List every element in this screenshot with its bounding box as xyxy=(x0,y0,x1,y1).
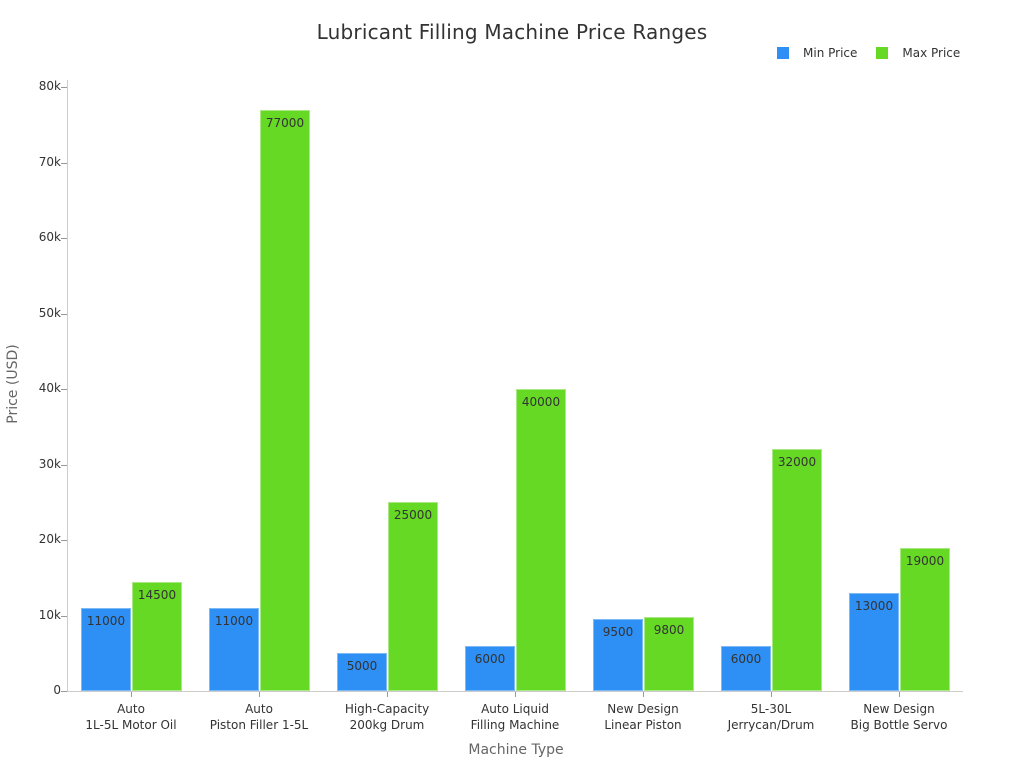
bar-min-price[interactable]: 9500 xyxy=(593,619,643,691)
y-tick-label: 70k xyxy=(38,154,61,169)
x-tick-label-line: Auto Liquid xyxy=(481,702,549,716)
chart-title: Lubricant Filling Machine Price Ranges xyxy=(316,20,708,44)
x-tick-mark xyxy=(643,692,644,697)
bar-min-price[interactable]: 6000 xyxy=(721,645,771,691)
x-tick-label-line: Filling Machine xyxy=(470,718,560,732)
x-tick-mark xyxy=(899,692,900,697)
bar-value-label: 6000 xyxy=(474,651,506,666)
bar-min-price[interactable]: 6000 xyxy=(465,645,515,691)
x-tick-label: Auto Liquid Filling Machine xyxy=(451,701,579,733)
bar-min-price[interactable]: 11000 xyxy=(81,607,131,691)
x-tick-mark xyxy=(515,692,516,697)
bar-min-price[interactable]: 5000 xyxy=(337,653,387,691)
x-tick-label: New Design Big Bottle Servo xyxy=(835,701,963,733)
x-tick-label-line: Piston Filler 1-5L xyxy=(209,718,309,732)
x-tick-mark xyxy=(131,692,132,697)
x-tick-mark xyxy=(771,692,772,697)
chart-legend: Min Price Max Price xyxy=(777,46,979,60)
x-tick-label-line: High-Capacity xyxy=(344,702,430,716)
x-tick-label: Auto Piston Filler 1-5L xyxy=(195,701,323,733)
bar-max-price[interactable]: 14500 xyxy=(132,581,182,691)
bar-value-label: 11000 xyxy=(214,613,254,628)
bar-min-price[interactable]: 11000 xyxy=(209,607,259,691)
x-tick-label-line: 5L-30L xyxy=(750,702,792,716)
bar-value-label: 6000 xyxy=(730,651,762,666)
x-tick-label: New Design Linear Piston xyxy=(579,701,707,733)
legend-item-max-price[interactable]: Max Price xyxy=(876,46,960,60)
x-tick-label-line: Linear Piston xyxy=(604,718,682,732)
y-tick-mark xyxy=(61,389,67,390)
y-tick-mark xyxy=(61,540,67,541)
legend-swatch-max-icon xyxy=(876,47,889,59)
bar-max-price[interactable]: 32000 xyxy=(772,449,822,691)
legend-label-min: Min Price xyxy=(803,46,858,60)
x-tick-mark xyxy=(259,692,260,697)
y-tick-label: 80k xyxy=(38,79,61,93)
legend-label-max: Max Price xyxy=(902,46,961,60)
bar-value-label: 9800 xyxy=(653,623,685,637)
y-tick-mark xyxy=(61,313,67,315)
y-tick-label: 30k xyxy=(38,456,61,471)
x-tick-label-line: 200kg Drum xyxy=(349,718,425,732)
y-tick-mark xyxy=(61,464,67,466)
bar-max-price[interactable]: 40000 xyxy=(516,389,566,691)
x-tick-label-line: 1L-5L Motor Oil xyxy=(85,718,177,732)
legend-swatch-min-icon xyxy=(777,47,789,59)
bar-value-label: 9500 xyxy=(602,625,634,640)
x-tick-label-line: New Design xyxy=(863,702,935,716)
x-tick-label: High-Capacity 200kg Drum xyxy=(323,701,451,733)
bar-value-label: 5000 xyxy=(346,659,378,674)
y-tick-label: 20k xyxy=(38,532,61,546)
y-tick-mark xyxy=(61,615,67,617)
y-tick-label: 60k xyxy=(38,230,61,244)
bar-min-price[interactable]: 13000 xyxy=(849,592,899,691)
y-axis-line xyxy=(67,80,68,692)
bar-max-price[interactable]: 9800 xyxy=(644,617,694,691)
bar-value-label: 11000 xyxy=(86,613,126,628)
bar-value-label: 40000 xyxy=(521,395,561,409)
bar-value-label: 77000 xyxy=(265,115,305,130)
y-tick-mark xyxy=(61,162,67,164)
x-axis-label: Machine Type xyxy=(468,742,564,758)
x-tick-label-line: Big Bottle Servo xyxy=(850,718,948,732)
y-tick-mark xyxy=(61,691,67,692)
bar-max-price[interactable]: 25000 xyxy=(388,502,438,691)
bar-max-price[interactable]: 77000 xyxy=(260,109,310,691)
x-tick-label-line: Auto xyxy=(117,702,145,716)
x-tick-mark xyxy=(387,692,388,697)
x-axis-line xyxy=(67,691,963,692)
x-tick-label-line: New Design xyxy=(607,702,679,716)
x-tick-label: 5L-30L Jerrycan/Drum xyxy=(707,701,835,733)
bar-value-label: 14500 xyxy=(137,587,177,602)
y-tick-label: 50k xyxy=(38,305,61,320)
x-tick-label-line: Auto xyxy=(245,702,273,716)
y-tick-label: 10k xyxy=(38,607,61,622)
y-tick-mark xyxy=(61,238,67,239)
x-tick-label: Auto 1L-5L Motor Oil xyxy=(67,701,195,733)
bar-value-label: 32000 xyxy=(777,455,817,470)
bar-max-price[interactable]: 19000 xyxy=(900,547,950,691)
y-tick-label: 0 xyxy=(53,683,61,697)
y-tick-mark xyxy=(61,87,67,88)
bar-value-label: 25000 xyxy=(393,508,433,523)
x-tick-label-line: Jerrycan/Drum xyxy=(727,718,815,732)
bar-value-label: 13000 xyxy=(854,598,894,613)
legend-item-min-price[interactable]: Min Price xyxy=(777,46,857,60)
y-tick-label: 40k xyxy=(38,381,61,395)
bar-value-label: 19000 xyxy=(905,553,945,568)
